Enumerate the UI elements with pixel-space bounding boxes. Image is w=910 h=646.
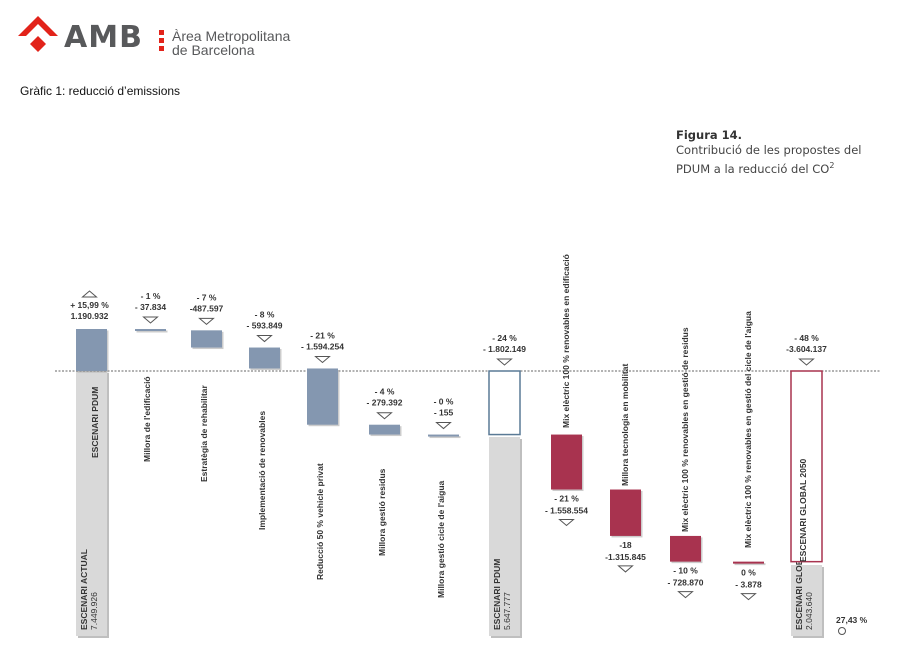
org-name: Àrea Metropolitana de Barcelona <box>172 29 290 57</box>
bar-percent-label: - 8 % <box>255 310 275 320</box>
bar-percent-label: - 0 % <box>434 397 454 407</box>
figure-title: Figura 14. Contribució de les propostes … <box>676 128 861 177</box>
down-arrow-icon <box>558 519 575 527</box>
bar-percent-label: - 1 % <box>141 291 161 301</box>
total-value: 5.647.777 <box>502 592 512 630</box>
down-arrow-icon <box>617 565 634 573</box>
total-value: 2.043.640 <box>804 592 814 630</box>
bar-value-label: - 3.878 <box>735 580 762 590</box>
down-arrow-icon <box>142 316 159 324</box>
category-label: Millora gestió residus <box>377 468 387 556</box>
final-percent-note: 27,43 % <box>836 615 868 625</box>
down-arrow-icon <box>256 335 273 343</box>
bar-percent-label: - 21 % <box>310 330 335 340</box>
down-arrow-icon <box>740 593 757 601</box>
down-arrow-icon <box>677 591 694 599</box>
down-arrow-icon <box>376 412 393 420</box>
bar-value-label: - 1.802.149 <box>483 344 526 354</box>
bar-value-label: - 1.594.254 <box>301 341 344 351</box>
down-arrow-icon <box>435 422 452 430</box>
bar <box>551 434 582 490</box>
bar-percent-label: -18 <box>619 540 632 550</box>
bar-percent-label: 0 % <box>741 568 756 578</box>
total-column <box>76 371 107 636</box>
category-label: Millora gestió cicle de l'aigua <box>436 480 446 598</box>
figure-title-line1: Contribució de les propostes del <box>676 143 862 157</box>
bar-percent-label: + 15,99 % <box>70 300 109 310</box>
category-label: Estratègia de rehabilitar <box>199 384 209 482</box>
total-column <box>489 437 520 636</box>
total-column <box>791 565 822 636</box>
logo-wordmark: AMB <box>64 20 143 55</box>
bar-value-label: - 279.392 <box>367 398 403 408</box>
bar-value-label: 1.190.932 <box>71 311 109 321</box>
bar-shadow <box>734 563 766 566</box>
bar <box>488 370 521 436</box>
amb-logo-mark-icon <box>18 16 58 52</box>
bar-percent-label: - 10 % <box>673 566 698 576</box>
bar <box>610 489 641 536</box>
chart-caption: Gràfic 1: reducció d’emissions <box>20 84 181 98</box>
category-label: ESCENARI GLOBAL 2050 <box>798 458 808 562</box>
total-label: ESCENARI ACTUAL <box>79 549 89 630</box>
bar-value-label: -1.315.845 <box>605 552 646 562</box>
total-value: 7.449.926 <box>89 592 99 630</box>
bar-value-label: - 155 <box>434 408 454 418</box>
bar-value-label: -3.604.137 <box>786 344 827 354</box>
figure-title-sup: 2 <box>829 161 835 170</box>
bar-value-label: - 728.870 <box>668 578 704 588</box>
category-label: ESCENARI PDUM <box>90 387 100 458</box>
org-name-line2: de Barcelona <box>172 42 255 58</box>
total-label: ESCENARI GLOBAL 2050 <box>794 526 804 630</box>
category-label: Millora de l'edificació <box>142 376 152 462</box>
bar-value-label: -487.597 <box>190 303 224 313</box>
bar-percent-label: - 24 % <box>492 333 517 343</box>
down-arrow-icon <box>314 355 331 364</box>
bar <box>135 329 166 331</box>
down-arrow-icon <box>496 358 513 366</box>
bar-value-label: - 1.558.554 <box>545 506 588 516</box>
bar <box>249 347 280 369</box>
category-label: Mix elèctric 100 % renovables en gestió … <box>743 311 753 548</box>
bar-percent-label: - 21 % <box>554 494 579 504</box>
bar <box>790 370 823 563</box>
bar-value-label: - 593.849 <box>247 321 283 331</box>
figure-title-line2: PDUM a la reducció del CO <box>676 161 830 176</box>
org-name-line1: Àrea Metropolitana <box>172 28 291 44</box>
bar <box>670 535 701 562</box>
category-label: Implementació de renovables <box>257 411 267 530</box>
bar-percent-label: - 4 % <box>375 387 395 397</box>
logo-separator <box>159 30 164 54</box>
down-arrow-icon <box>198 317 215 325</box>
bar <box>428 434 459 437</box>
down-arrow-icon <box>798 358 815 366</box>
category-label: Mix elèctric 100 % renovables en edifica… <box>561 254 571 428</box>
bar-shadow <box>429 436 461 439</box>
bar <box>733 561 764 564</box>
bar-shadow <box>136 330 168 333</box>
category-label: Millora tecnologia en mobilitat <box>620 364 630 486</box>
bar-value-label: - 37.834 <box>135 302 166 312</box>
category-label: Reducció 50 % vehicle privat <box>315 463 325 580</box>
circle-marker-icon <box>838 627 846 635</box>
bar-percent-label: - 48 % <box>794 333 819 343</box>
bar-percent-label: - 7 % <box>197 292 217 302</box>
bar <box>369 424 400 435</box>
bar <box>76 329 107 371</box>
total-label: ESCENARI PDUM <box>492 559 502 630</box>
up-arrow-icon <box>81 290 98 298</box>
bar <box>307 368 338 425</box>
figure-label: Figura 14. <box>676 128 743 142</box>
category-label: Mix elèctric 100 % renovables en gestió … <box>680 327 690 532</box>
bar <box>191 330 222 348</box>
